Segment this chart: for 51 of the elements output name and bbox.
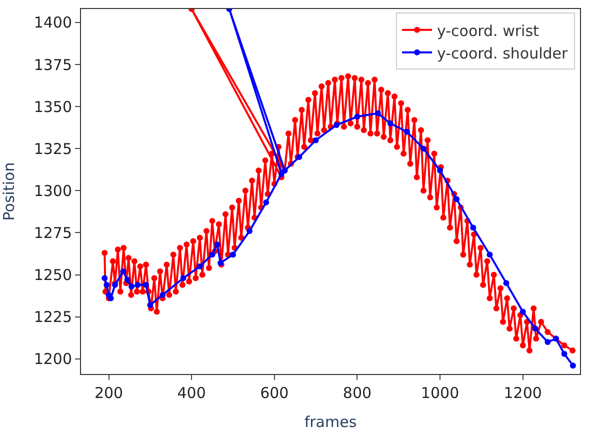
point [470,224,476,231]
legend-label: y-coord. wrist [437,22,540,40]
y-tick-label: 1400 [34,14,72,32]
point [312,137,319,144]
point [520,308,526,315]
point [230,252,236,258]
point [147,302,154,308]
x-axis-title: frames [304,413,357,431]
point [134,282,141,288]
point [104,282,110,288]
y-axis-title: Position [0,162,18,221]
point [374,110,381,116]
x-tick-label: 200 [94,384,124,402]
point [214,241,220,248]
x-tick-label: 800 [342,384,372,402]
y-tick-label: 1225 [34,308,72,326]
x-tick-label: 1200 [504,384,542,402]
point [120,268,126,274]
point [387,120,394,126]
x-tick-label: 1000 [420,384,460,402]
legend-label: y-coord. shoulder [437,44,569,62]
point [437,167,444,174]
point [143,282,150,288]
point [209,252,216,258]
x-tick-label: 400 [177,384,206,402]
point [404,128,410,135]
point [544,339,551,346]
y-tick-label: 1350 [34,98,72,116]
point [561,350,568,357]
point [124,276,130,283]
point [160,292,166,298]
y-tick-label: 1275 [34,224,72,242]
point [196,263,203,270]
y-tick-label: 1325 [34,140,72,158]
point [486,252,493,258]
point [102,275,108,282]
y-tick-label: 1300 [34,182,72,200]
x-tick-label: 600 [260,384,289,402]
y-tick-label: 1250 [34,266,72,284]
point [454,196,460,202]
y-tick-label: 1200 [34,350,72,368]
point [180,275,186,282]
point [246,228,253,234]
point [128,284,135,290]
point [570,362,576,369]
point [503,280,510,286]
point [354,114,360,120]
point [532,326,538,332]
point [263,199,270,206]
point [420,146,426,152]
y-tick-label: 1375 [34,56,72,74]
